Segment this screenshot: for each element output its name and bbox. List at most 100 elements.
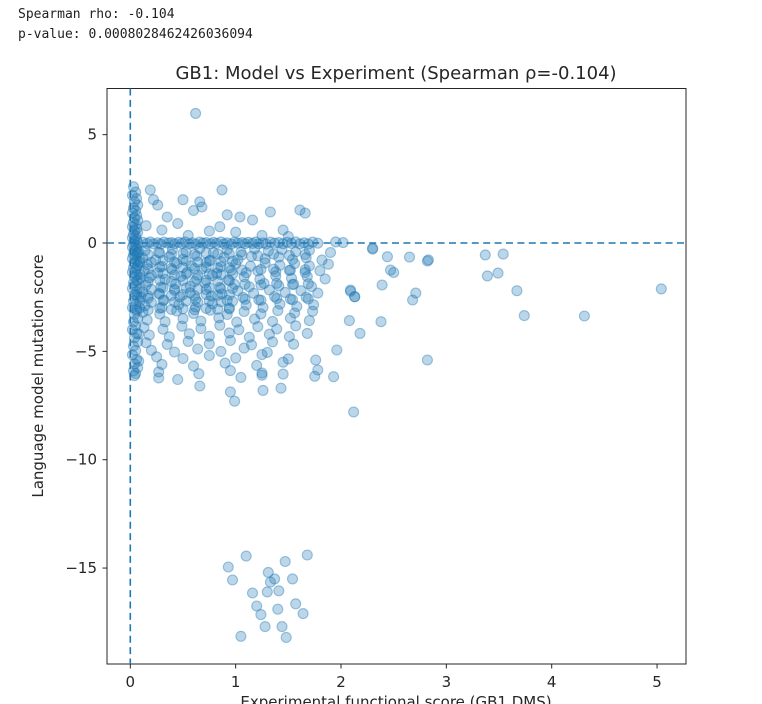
scatter-point [214,319,226,331]
scatter-point [284,312,296,324]
scatter-point [290,320,302,332]
scatter-point [384,264,397,276]
scatter-point [221,209,233,221]
scatter-point [302,278,314,290]
scatter-point [168,346,181,358]
scatter-point [131,262,143,274]
scatter-point [301,549,313,561]
scatter-point [264,236,276,248]
scatter-point [211,267,223,279]
scatter-point [232,285,244,297]
scatter-point [153,246,165,258]
scatter-point [223,302,235,314]
scatter-point [272,305,284,317]
scatter-point [130,320,142,332]
scatter-point [421,354,433,366]
scatter-point [344,285,357,297]
scatter-point [154,261,166,273]
scatter-point [255,279,267,291]
scatter-point [403,251,416,263]
scatter-point [253,238,265,250]
scatter-point [182,335,194,347]
scatter-point [132,274,144,286]
scatter-point [158,294,170,306]
scatter-point [266,336,279,348]
scatter-point [212,262,224,274]
scatter-point [303,260,315,272]
scatter-point [246,214,259,226]
scatter-point [151,351,163,363]
scatter-point [200,302,212,314]
scatter-point [194,236,206,248]
scatter-point [131,289,143,301]
scatter-point [314,265,326,277]
scatter-point [299,248,311,261]
scatter-point [134,256,146,269]
scatter-point [131,305,143,317]
scatter-point [410,287,422,299]
scatter-point [130,240,142,252]
scatter-point [300,252,312,264]
scatter-point [130,280,142,292]
scatter-point [182,229,194,241]
scatter-point [319,273,331,285]
scatter-point [128,332,141,344]
scatter-point [331,344,343,356]
scatter-point [177,352,189,365]
scatter-point [187,204,200,217]
scatter-point [174,291,186,303]
scatter-point [283,264,295,277]
scatter-point [130,230,142,242]
scatter-point [492,267,504,279]
scatter-point [150,254,162,266]
scatter-point [131,255,143,267]
scatter-point [171,257,183,269]
scatter-point [367,242,379,254]
scatter-point [145,283,157,295]
scatter-point [203,338,215,350]
scatter-point [288,278,300,290]
scatter-point [189,290,201,302]
scatter-point [132,247,144,259]
scatter-point [300,291,312,303]
scatter-point [238,342,250,354]
scatter-point [139,300,151,312]
scatter-point [138,321,150,334]
scatter-point [273,280,285,292]
scatter-point [263,328,275,340]
scatter-point [223,275,235,287]
scatter-point [180,246,192,258]
scatter-point [189,304,201,316]
scatter-point [156,302,168,314]
scatter-point [131,233,143,246]
scatter-point [344,284,357,296]
scatter-point [127,340,140,352]
scatter-point [177,253,189,265]
scatter-point [367,243,379,255]
scatter-point [294,204,306,216]
scatter-point [250,236,262,248]
scatter-point [301,327,313,339]
x-tick-label: 4 [547,673,557,691]
scatter-point [189,263,201,275]
scatter-point [132,199,144,211]
scatter-point [186,237,199,249]
scatter-point [132,292,144,304]
scatter-point [257,301,269,313]
scatter-point [140,337,152,349]
scatter-point [154,308,166,320]
scatter-point [157,282,169,294]
scatter-point [328,371,340,383]
scatter-point [134,282,146,295]
scatter-point [229,236,241,248]
scatter-point [518,310,530,322]
scatter-point [195,323,207,335]
scatter-point [349,291,361,303]
scatter-point [285,237,298,249]
scatter-point [204,238,216,250]
scatter-point [173,298,185,311]
scatter-point [128,370,141,382]
console-output-line-2: p-value: 0.0008028462426036094 [18,27,253,42]
scatter-point [195,315,207,327]
x-tick-label: 3 [442,673,452,691]
